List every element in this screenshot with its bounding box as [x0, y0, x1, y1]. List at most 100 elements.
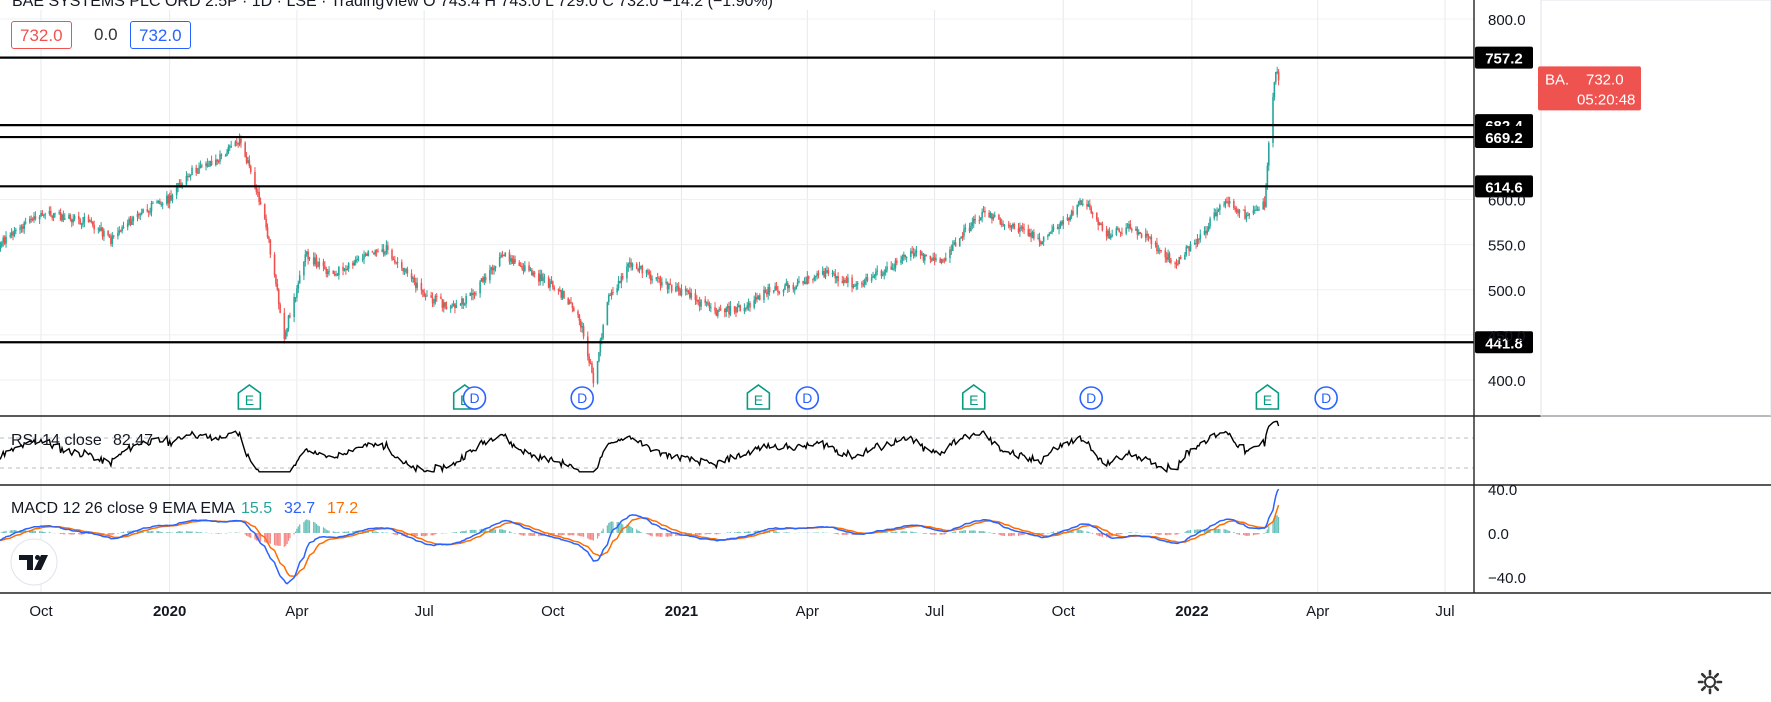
candle-body — [1126, 227, 1129, 229]
candle-body — [156, 201, 158, 203]
candle-body — [532, 272, 535, 276]
candle-body — [1079, 200, 1081, 202]
macd-axis-tick: 0.0 — [1488, 526, 1509, 543]
candle-body — [230, 146, 232, 148]
settings-gear-icon[interactable] — [1697, 669, 1723, 695]
candle-body — [498, 257, 501, 267]
candle-body — [658, 277, 660, 279]
candle-body — [475, 293, 477, 295]
candle-body — [1263, 201, 1266, 207]
rsi-pane — [0, 420, 1280, 474]
candle-body — [788, 284, 790, 289]
candle-body — [118, 230, 121, 233]
candle-body — [1188, 246, 1190, 252]
candle-body — [413, 277, 416, 283]
candle-body — [343, 268, 346, 271]
candle-body — [519, 265, 522, 267]
price-axis[interactable]: 800.0 600.0 550.0 500.0 450.0 400.0 BA. 732.0 05… — [1488, 12, 1641, 587]
candle-body — [679, 290, 681, 296]
candle-body — [112, 235, 115, 237]
candle-body — [333, 273, 336, 276]
level-price-label: 757.2 — [1485, 51, 1523, 68]
candle-body — [1020, 226, 1023, 228]
candle-body — [1140, 233, 1143, 238]
candle-body — [950, 249, 953, 251]
candle-body — [914, 252, 916, 257]
candle-body — [960, 236, 962, 239]
candle-body — [954, 242, 957, 247]
candle-body — [512, 259, 515, 264]
candle-body — [1157, 250, 1160, 252]
candle-body — [1175, 263, 1178, 265]
candle-body — [238, 138, 241, 145]
candle-body — [807, 276, 810, 279]
candle-body — [305, 251, 308, 255]
candle-body — [939, 258, 941, 263]
candle-body — [616, 288, 618, 293]
candle-body — [890, 266, 893, 270]
candle-body — [266, 227, 269, 238]
candle-body — [220, 154, 223, 157]
candle-body — [1214, 212, 1217, 217]
candle-body — [1125, 227, 1127, 234]
candle-body — [472, 293, 474, 296]
candle-body — [91, 221, 94, 225]
candle-body — [974, 218, 976, 221]
candle-body — [1002, 223, 1004, 226]
dividend-marker-label: D — [469, 390, 479, 406]
candle-body — [542, 278, 544, 281]
candle-body — [912, 252, 915, 257]
candle-body — [560, 290, 563, 298]
candle-body — [385, 245, 388, 253]
candle-body — [483, 276, 486, 282]
candle-body — [1086, 203, 1088, 207]
time-axis-label: Jul — [415, 603, 434, 620]
candle-body — [1069, 216, 1072, 221]
candle-body — [935, 258, 937, 261]
candle-body — [862, 284, 865, 286]
candle-body — [1244, 209, 1246, 219]
time-axis[interactable]: Oct 2020 Apr Jul Oct 2021 Apr Jul Oct 2022 Apr Jul — [29, 603, 1454, 620]
earnings-marker-label: E — [1263, 392, 1272, 408]
rsi-legend-label: RSI 14 close — [11, 432, 102, 449]
candle-body — [579, 320, 582, 328]
candle-body — [970, 225, 972, 232]
candle-body — [816, 273, 818, 276]
candle-body — [1170, 259, 1172, 263]
candle-body — [269, 239, 272, 255]
candle-body — [20, 226, 23, 229]
candle-body — [1072, 210, 1074, 215]
candle-body — [1168, 253, 1171, 260]
candle-body — [62, 214, 65, 220]
candle-body — [98, 228, 101, 231]
candle-body — [522, 268, 525, 271]
candle-body — [1105, 230, 1108, 237]
candle-body — [999, 219, 1002, 225]
candle-body — [312, 257, 315, 265]
candle-body — [140, 212, 143, 215]
macd-signal-line — [0, 504, 1280, 578]
candle-body — [423, 292, 425, 297]
candle-body — [416, 282, 418, 288]
candle-body — [651, 279, 653, 281]
candle-body — [796, 282, 799, 286]
candle-body — [951, 244, 954, 251]
candle-body — [1252, 210, 1255, 214]
candle-body — [747, 302, 750, 306]
candle-body — [470, 292, 473, 296]
event-markers[interactable]: DEEDDEDEDED — [0, 384, 1338, 410]
candle-body — [191, 167, 193, 176]
time-axis-label: Oct — [1052, 603, 1076, 620]
candle-body — [139, 214, 142, 216]
candle-body — [724, 309, 726, 313]
candle-body — [677, 286, 680, 291]
candle-body — [782, 290, 785, 293]
candle-body — [1077, 201, 1080, 205]
candle-body — [876, 270, 879, 272]
candle-body — [1167, 253, 1169, 260]
price-axis-tick: 450.0 — [1488, 328, 1526, 345]
candle-body — [1070, 210, 1073, 217]
candle-body — [844, 279, 846, 282]
